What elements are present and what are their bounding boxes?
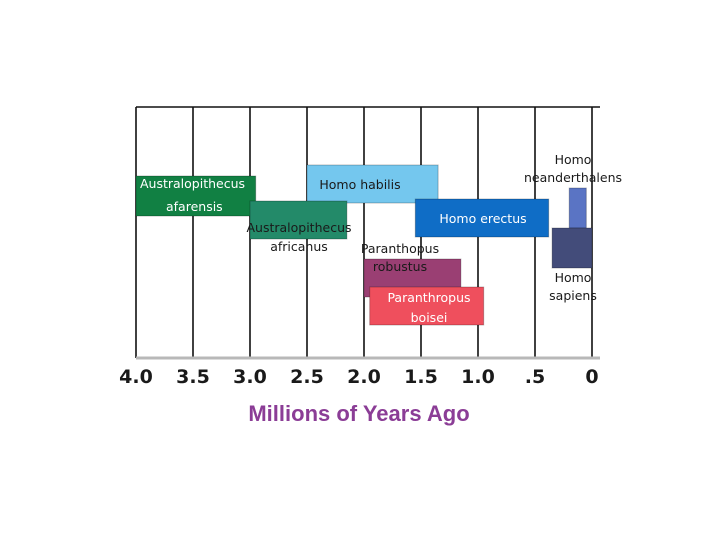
species-bar [306,164,439,204]
species-bar [369,286,485,326]
x-tick-label: 2.0 [347,366,381,388]
x-tick-label: 2.5 [290,366,324,388]
species-label: Paranthropus [387,290,470,305]
x-axis-title: Millions of Years Ago [248,401,469,426]
x-tick-label: 3.5 [176,366,210,388]
x-tick-label: 3.0 [233,366,267,388]
species-label: Australopithecus [140,176,245,191]
x-tick-label: 4.0 [119,366,153,388]
species-label: sapiens [549,288,597,303]
species-bar [568,187,587,229]
species-label: Homo [555,270,592,285]
x-tick-label: 1.5 [404,366,438,388]
species-label: boisei [411,310,448,325]
species-label: Australopithecus [246,220,351,235]
species-label: Homo erectus [439,211,526,226]
x-tick-label: 1.0 [461,366,495,388]
species-label: Homo habilis [319,177,400,192]
species-bar [414,198,550,238]
species-label: Paranthopus [361,241,439,256]
x-tick-label: .5 [525,366,545,388]
species-label: africanus [270,239,328,254]
species-label: Homo [555,152,592,167]
species-bar [551,227,593,269]
species-bar [249,200,348,240]
species-label: robustus [373,259,427,274]
species-label: afarensis [166,199,223,214]
species-bar [135,175,257,217]
x-tick-label: 0 [585,366,598,388]
species-label: neanderthalens [524,170,622,185]
